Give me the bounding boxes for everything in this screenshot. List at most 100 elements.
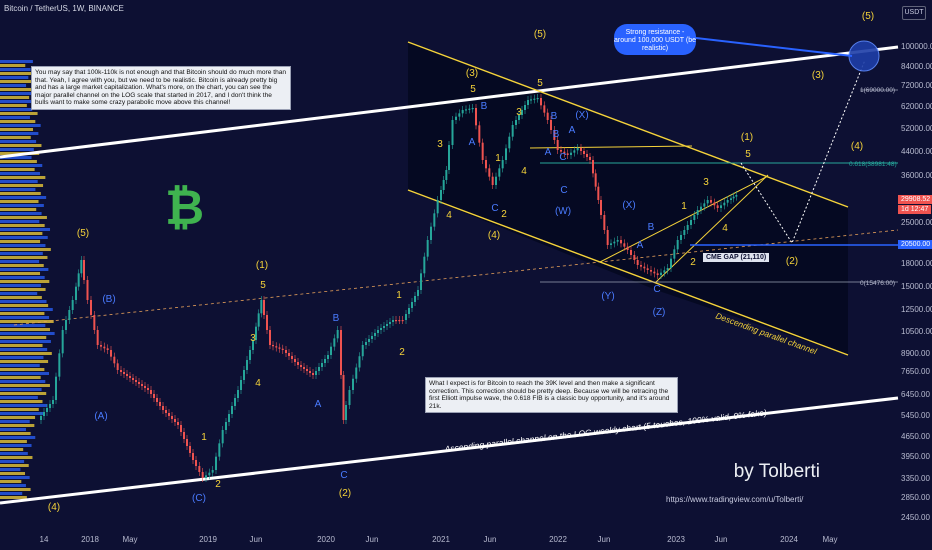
candle-body: [491, 176, 494, 185]
candle-body: [257, 313, 260, 327]
candle-body: [478, 125, 481, 143]
candle-body: [481, 142, 484, 160]
price-axis-label: 62000.00: [901, 102, 932, 111]
volume-bar: [0, 112, 38, 115]
candle-body: [123, 372, 125, 374]
volume-bar: [0, 148, 34, 151]
volume-bar: [0, 300, 47, 303]
price-axis-label: 7650.00: [901, 367, 930, 376]
candle-body: [405, 314, 407, 320]
volume-bar: [0, 496, 27, 499]
time-axis-label: May: [822, 535, 837, 544]
price-axis[interactable]: 100000.00 84000.00 72000.00 62000.00 52000.0…: [901, 42, 932, 522]
candle-body: [505, 148, 507, 160]
price-axis-label: 5450.00: [901, 411, 930, 420]
candle-body: [153, 394, 155, 398]
volume-bar: [0, 268, 49, 271]
price-axis-label: 84000.00: [901, 62, 932, 71]
wave-label: (5): [862, 11, 874, 22]
volume-bar: [0, 396, 38, 399]
price-axis-label: 3950.00: [901, 452, 930, 461]
candle-body: [297, 362, 299, 365]
volume-bar: [0, 324, 46, 327]
candle-body: [700, 206, 702, 210]
candle-body: [488, 168, 491, 177]
volume-bar: [0, 164, 43, 167]
currency-button[interactable]: USDT: [902, 6, 926, 20]
volume-bar: [0, 144, 42, 147]
volume-bar: [0, 196, 47, 199]
wave-label: B: [481, 101, 488, 112]
brand-url[interactable]: https://www.tradingview.com/u/Tolberti/: [666, 495, 804, 504]
wave-label: 5: [260, 280, 266, 291]
volume-bar: [0, 412, 44, 415]
candle-body: [461, 110, 464, 114]
volume-bar: [0, 264, 44, 267]
ascending-channel-upper: [0, 45, 899, 159]
volume-bar: [0, 100, 35, 103]
candle-body: [365, 342, 367, 345]
candle-body: [656, 273, 659, 275]
volume-bar: [0, 120, 36, 123]
time-axis[interactable]: 14 2018 May 2019 Jun 2020 Jun 2021 Jun 2022 Jun 202…: [40, 535, 838, 544]
candle-body: [408, 308, 410, 314]
volume-bar: [0, 320, 54, 323]
candle-body: [266, 315, 268, 330]
time-axis-label: 2022: [549, 535, 567, 544]
candle-body: [144, 386, 146, 388]
candle-body: [383, 326, 385, 328]
volume-bar: [0, 192, 41, 195]
volume-bar: [0, 108, 33, 111]
volume-bar: [0, 380, 46, 383]
candle-body: [177, 422, 179, 425]
candle-body: [626, 246, 629, 250]
candle-body: [524, 105, 526, 110]
volume-bar: [0, 376, 41, 379]
candle-body: [436, 200, 439, 214]
candle-body: [132, 378, 134, 380]
volume-bar: [0, 296, 42, 299]
price-axis-label: 72000.00: [901, 81, 932, 90]
wave-label: 2: [399, 347, 405, 358]
volume-bar: [0, 444, 32, 447]
wave-label: 3: [250, 333, 256, 344]
candle-body: [580, 148, 582, 151]
candle-body: [445, 170, 448, 180]
candle-body: [228, 414, 230, 422]
candle-body: [498, 168, 501, 177]
volume-bar: [0, 468, 21, 471]
candle-body: [80, 260, 83, 274]
time-axis-label: 2019: [199, 535, 217, 544]
wave-label: (2): [339, 488, 351, 499]
candle-body: [589, 157, 591, 160]
time-axis-label: 2021: [432, 535, 450, 544]
candle-body: [278, 347, 281, 349]
wave-label: A: [637, 240, 644, 251]
volume-bar: [0, 208, 37, 211]
candle-body: [455, 116, 457, 120]
time-axis-label: Jun: [250, 535, 263, 544]
candle-body: [348, 390, 351, 405]
candle-body: [660, 272, 662, 275]
wave-label: B: [553, 129, 560, 140]
volume-bar: [0, 64, 26, 67]
volume-profile: [0, 60, 55, 499]
candle-body: [218, 443, 221, 457]
price-axis-label: 2450.00: [901, 513, 930, 522]
candle-body: [260, 300, 263, 314]
wave-label: 4: [446, 210, 452, 221]
candle-body: [623, 243, 626, 247]
volume-bar: [0, 200, 39, 203]
price-axis-label: 52000.00: [901, 124, 932, 133]
volume-bar: [0, 240, 41, 243]
candle-body: [603, 215, 606, 230]
candle-body: [401, 320, 404, 322]
candle-body: [243, 370, 245, 380]
wave-label: B: [333, 313, 340, 324]
candle-body: [126, 374, 128, 376]
candle-body: [380, 328, 382, 330]
fib-0618-label: 0.618(38981.48): [849, 161, 897, 168]
candle-body: [55, 376, 57, 400]
volume-bar: [0, 124, 41, 127]
